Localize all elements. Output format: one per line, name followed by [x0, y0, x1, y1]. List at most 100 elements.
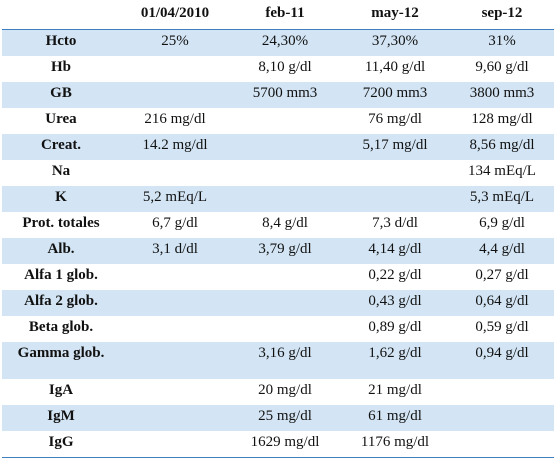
table-row: Creat. 14.2 mg/dl 5,17 mg/dl 8,56 mg/dl	[2, 134, 554, 160]
table-cell	[340, 186, 450, 212]
table-cell	[230, 316, 340, 342]
table-cell	[450, 431, 554, 458]
table-cell	[230, 290, 340, 316]
table-row: K 5,2 mEq/L 5,3 mEq/L	[2, 186, 554, 212]
table-cell	[230, 264, 340, 290]
table-cell: 8,4 g/dl	[262, 215, 308, 231]
header-row: 01/04/2010 feb-11 may-12 sep-12	[2, 2, 554, 30]
table-cell	[450, 379, 554, 405]
table-row: IgA 20 mg/dl 21 mg/dl	[2, 379, 554, 405]
table-cell	[120, 379, 230, 405]
table-cell: 3800 mm3	[469, 85, 535, 101]
table-cell	[450, 405, 554, 431]
row-label: IgM	[47, 408, 75, 424]
table-cell: 0,89 g/dl	[368, 319, 422, 335]
table-cell: 4,4 g/dl	[479, 241, 525, 257]
table-cell: 8,10 g/dl	[258, 59, 312, 75]
row-label: Hb	[50, 59, 71, 75]
row-label: Prot. totales	[22, 215, 100, 231]
table-cell	[230, 108, 340, 134]
table-cell: 9,60 g/dl	[475, 59, 529, 75]
table-cell: 3,16 g/dl	[258, 345, 312, 361]
table-cell: 1629 mg/dl	[230, 431, 340, 458]
table-cell	[230, 186, 340, 212]
table-cell: 3,79 g/dl	[258, 241, 312, 257]
table-cell: 11,40 g/dl	[364, 59, 426, 75]
table-cell: 7200 mm3	[362, 85, 428, 101]
table-cell: 21 mg/dl	[368, 382, 422, 398]
table-cell: 6,9 g/dl	[479, 215, 525, 231]
table-cell: 0,64 g/dl	[475, 293, 529, 309]
row-label: IgA	[48, 382, 74, 398]
table-row: IgM 25 mg/dl 61 mg/dl	[2, 405, 554, 431]
column-header: may-12	[340, 2, 450, 30]
table-cell	[120, 264, 230, 290]
table-row: Na 134 mEq/L	[2, 160, 554, 186]
table-cell: 5700 mm3	[252, 85, 318, 101]
table-cell: 5,3 mEq/L	[469, 189, 535, 205]
table-row: GB 5700 mm3 7200 mm3 3800 mm3	[2, 82, 554, 108]
table-row: Gamma glob. 3,16 g/dl 1,62 g/dl 0,94 g/d…	[2, 342, 554, 379]
table-cell: 216 mg/dl	[144, 111, 206, 127]
row-label: Alb.	[47, 241, 75, 257]
table-row: Alfa 2 glob. 0,43 g/dl 0,64 g/dl	[2, 290, 554, 316]
table-cell: 7,3 d/dl	[372, 215, 418, 231]
table-cell: 76 mg/dl	[368, 111, 422, 127]
column-header: feb-11	[230, 2, 340, 30]
table-cell: 24,30%	[261, 33, 309, 49]
table-cell: 37,30%	[371, 33, 419, 49]
table-cell: 0,59 g/dl	[475, 319, 529, 335]
row-label: Alfa 1 glob.	[24, 267, 98, 283]
table-cell	[230, 160, 340, 186]
table-cell: 25 mg/dl	[258, 408, 312, 424]
table-cell: 0,22 g/dl	[368, 267, 422, 283]
table-cell	[120, 160, 230, 186]
table-row: Beta glob. 0,89 g/dl 0,59 g/dl	[2, 316, 554, 342]
table-body: Hcto 25% 24,30% 37,30% 31% Hb 8,10 g/dl …	[2, 29, 554, 458]
row-label: Beta glob.	[28, 319, 94, 335]
table-cell	[340, 160, 450, 186]
row-label: Na	[51, 163, 71, 179]
table-row: Alb. 3,1 d/dl 3,79 g/dl 4,14 g/dl 4,4 g/…	[2, 238, 554, 264]
row-label: Urea	[45, 111, 77, 127]
table-row: Prot. totales 6,7 g/dl 8,4 g/dl 7,3 d/dl…	[2, 212, 554, 238]
column-header: 01/04/2010	[120, 2, 230, 30]
table-cell: 5,2 mEq/L	[142, 189, 208, 205]
row-label: GB	[50, 85, 72, 101]
row-label: Gamma glob.	[17, 345, 105, 361]
table-cell	[120, 431, 230, 458]
column-header: sep-12	[450, 2, 554, 30]
table-cell	[120, 290, 230, 316]
header-corner	[2, 2, 120, 30]
table-row: Hcto 25% 24,30% 37,30% 31%	[2, 29, 554, 56]
table-cell	[120, 405, 230, 431]
table-cell: 0,43 g/dl	[368, 293, 422, 309]
row-label: Creat.	[40, 137, 82, 153]
table-header: 01/04/2010 feb-11 may-12 sep-12	[2, 2, 554, 30]
table-cell: 6,7 g/dl	[152, 215, 198, 231]
table-cell	[120, 82, 230, 108]
table-cell: 1,62 g/dl	[368, 345, 422, 361]
table-cell: 4,14 g/dl	[368, 241, 422, 257]
table-cell: 0,27 g/dl	[475, 267, 529, 283]
row-label: Alfa 2 glob.	[24, 293, 98, 309]
table-row: Alfa 1 glob. 0,22 g/dl 0,27 g/dl	[2, 264, 554, 290]
table-cell: 5,17 mg/dl	[362, 137, 428, 153]
table-cell: 61 mg/dl	[368, 408, 422, 424]
row-label: Hcto	[45, 33, 77, 49]
table-cell: 8,56 mg/dl	[469, 137, 535, 153]
table-row: Urea 216 mg/dl 76 mg/dl 128 mg/dl	[2, 108, 554, 134]
table-cell	[120, 342, 230, 379]
table-cell	[120, 316, 230, 342]
table-cell	[120, 56, 230, 82]
table-cell: 0,94 g/dl	[475, 345, 529, 361]
table-cell: 134 mEq/L	[468, 163, 536, 179]
table-cell: 25%	[161, 33, 189, 49]
table-cell: 3,1 d/dl	[152, 241, 198, 257]
table-cell: 20 mg/dl	[258, 382, 312, 398]
table-cell	[230, 134, 340, 160]
table-cell: 14.2 mg/dl	[142, 137, 208, 153]
table-cell: 31%	[488, 33, 516, 49]
